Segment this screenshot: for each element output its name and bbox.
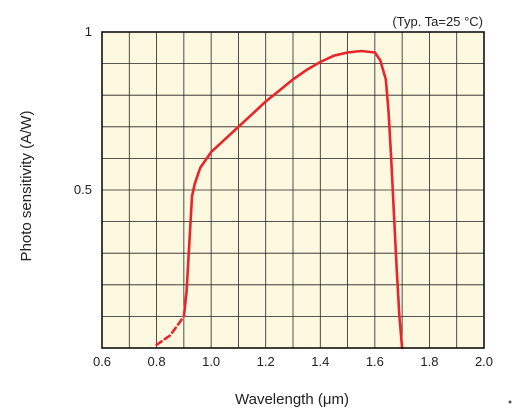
- y-tick-label: 1: [85, 24, 92, 39]
- y-axis-title: Photo sensitivity (A/W): [18, 111, 35, 262]
- condition-note: (Typ. Ta=25 °C): [392, 14, 483, 29]
- x-tick-label: 0.8: [148, 354, 166, 369]
- x-tick-label: 1.8: [420, 354, 438, 369]
- y-tick-labels: 0.51: [74, 24, 92, 197]
- series-layer: [155, 49, 404, 350]
- x-tick-label: 2.0: [475, 354, 493, 369]
- x-tick-labels: 0.6 0.8 1.0 1.2 1.4 1.6 1.8 2.0: [93, 354, 493, 369]
- decorative-dot: [508, 400, 512, 404]
- sensitivity-curve-dashed: [155, 315, 186, 347]
- x-tick-label: 1.0: [202, 354, 220, 369]
- plot-frame: [101, 31, 485, 349]
- grid: [102, 32, 484, 348]
- sensitivity-curve: [182, 49, 404, 350]
- x-axis-title: Wavelength (μm): [235, 391, 349, 408]
- plot-border: [101, 31, 485, 349]
- x-tick-label: 1.4: [311, 354, 329, 369]
- x-tick-label: 1.6: [366, 354, 384, 369]
- x-tick-label: 0.6: [93, 354, 111, 369]
- x-tick-label: 1.2: [257, 354, 275, 369]
- y-tick-label: 0.5: [74, 182, 92, 197]
